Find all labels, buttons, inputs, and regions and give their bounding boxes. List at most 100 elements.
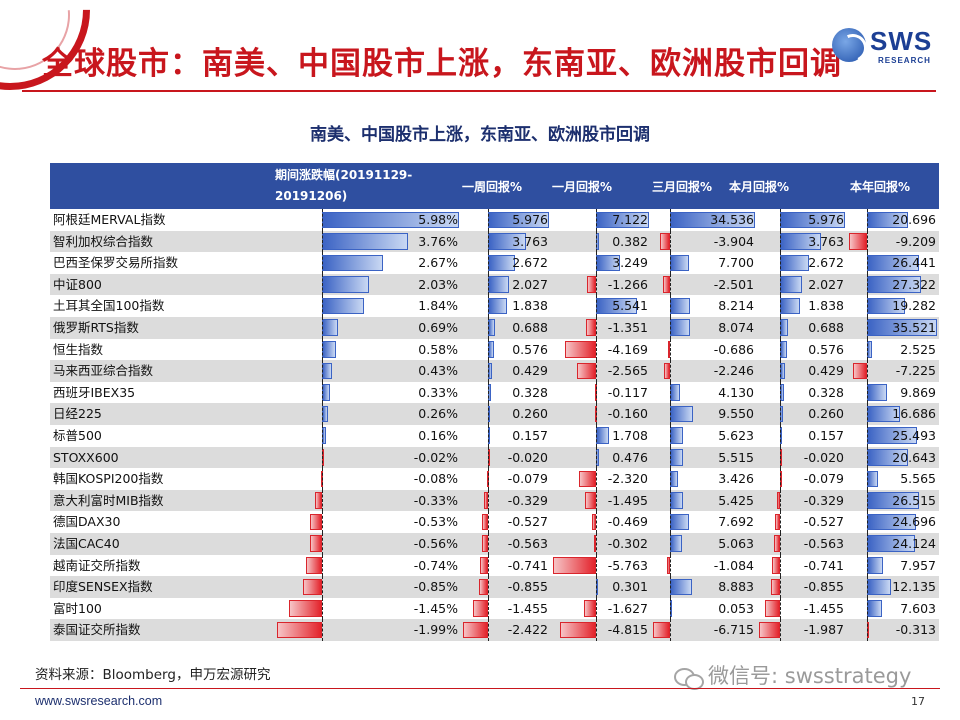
cell-value: 0.688 (808, 319, 844, 335)
zero-axis (669, 619, 671, 641)
zero-axis (780, 532, 782, 555)
positive-bar (867, 470, 879, 488)
positive-bar (780, 297, 801, 315)
cell-ytd: 26.515 (847, 489, 939, 512)
cell-mtd: 3.763 (757, 230, 847, 253)
cell-mtd: -0.329 (757, 489, 847, 512)
cell-period: -0.85% (275, 576, 461, 598)
zero-axis (867, 619, 869, 641)
cell-value: -1.99% (413, 622, 458, 638)
positive-bar (669, 405, 694, 423)
cell-value: -0.33% (413, 492, 458, 508)
cell-value: 2.027 (808, 276, 844, 292)
cell-value: -0.020 (803, 449, 844, 465)
cell-value: 35.521 (892, 319, 936, 335)
zero-axis (669, 209, 671, 231)
wechat-icon (674, 666, 704, 690)
table-row: 土耳其全国100指数 1.84% 1.838 5.541 8.214 1.838 19.28… (50, 295, 939, 317)
cell-value: -0.469 (607, 514, 648, 530)
zero-axis (867, 381, 869, 404)
zero-axis (867, 576, 869, 598)
cell-week: -0.079 (461, 468, 551, 490)
negative-bar (576, 362, 596, 380)
cell-week: 3.763 (461, 230, 551, 253)
zero-axis (322, 424, 324, 447)
positive-bar (669, 384, 680, 401)
cell-value: -5.763 (607, 557, 648, 573)
zero-axis (487, 597, 489, 620)
zero-axis (487, 619, 489, 641)
cell-value: -2.246 (713, 363, 754, 379)
table-row: 德国DAX30 -0.53% -0.527 -0.469 7.692 -0.527 24.6… (50, 511, 939, 533)
cell-value: 5.425 (718, 492, 754, 508)
cell-ytd: 35.521 (847, 316, 939, 339)
cell-period: 0.58% (275, 338, 461, 361)
zero-axis (595, 360, 597, 382)
zero-axis (867, 316, 869, 339)
sws-logo-icon (832, 28, 866, 62)
zero-axis (595, 230, 597, 253)
cell-ytd: 25.493 (847, 424, 939, 447)
zero-axis (669, 446, 671, 469)
cell-value: -0.56% (413, 535, 458, 551)
zero-axis (487, 576, 489, 598)
negative-bar (583, 600, 596, 617)
zero-axis (487, 554, 489, 577)
cell-value: -1.987 (803, 622, 844, 638)
cell-ytd: -9.209 (847, 230, 939, 253)
cell-value: 5.976 (512, 212, 548, 227)
cell-month: -4.169 (551, 338, 651, 361)
cell-value: -0.85% (413, 579, 458, 595)
cell-value: 5.565 (900, 471, 936, 487)
negative-bar (479, 578, 488, 596)
positive-bar (669, 449, 684, 466)
cell-period: -0.02% (275, 446, 461, 469)
cell-value: 3.426 (718, 471, 754, 487)
zero-axis (487, 360, 489, 382)
header-month-return: 一月回报% (552, 179, 613, 194)
cell-value: 16.686 (892, 406, 936, 422)
zero-axis (780, 252, 782, 274)
zero-axis (780, 597, 782, 620)
cell-3month: -2.501 (651, 273, 757, 296)
cell-week: -0.741 (461, 554, 551, 577)
zero-axis (595, 424, 597, 447)
positive-bar (867, 557, 883, 574)
negative-bar (553, 557, 596, 574)
index-name: 马来西亚综合指数 (53, 363, 154, 379)
cell-value: -0.74% (413, 557, 458, 573)
cell-month: 0.301 (551, 576, 651, 598)
cell-value: -0.527 (507, 514, 548, 530)
cell-3month: 8.074 (651, 316, 757, 339)
header-ytd-return: 本年回报% (850, 179, 911, 194)
cell-value: 0.157 (512, 427, 548, 443)
negative-bar (758, 621, 781, 639)
positive-bar (322, 341, 336, 358)
negative-bar (764, 600, 781, 617)
cell-value: -3.904 (713, 233, 754, 249)
footer-url[interactable]: www.swsresearch.com (35, 694, 163, 708)
cell-period: 2.03% (275, 273, 461, 296)
index-name: 阿根廷MERVAL指数 (53, 212, 166, 227)
index-name: 俄罗斯RTS指数 (53, 319, 139, 335)
negative-bar (305, 557, 323, 574)
cell-week: 0.157 (461, 424, 551, 447)
index-name: 中证800 (53, 276, 102, 292)
zero-axis (322, 619, 324, 641)
cell-value: 5.976 (808, 212, 844, 227)
cell-value: 5.98% (418, 212, 458, 227)
cell-value: 2.03% (418, 276, 458, 292)
header-period-change: 期间涨跌幅(20191129-20191206) (275, 168, 413, 203)
cell-3month: 5.425 (651, 489, 757, 512)
zero-axis (780, 403, 782, 425)
cell-value: 5.541 (612, 298, 648, 314)
zero-axis (595, 338, 597, 361)
positive-bar (669, 470, 679, 488)
cell-month: -0.302 (551, 532, 651, 555)
cell-month: -2.565 (551, 360, 651, 382)
header-3month-return: 三月回报% (652, 179, 713, 194)
cell-value: 0.58% (418, 341, 458, 357)
zero-axis (867, 532, 869, 555)
zero-axis (487, 230, 489, 253)
cell-value: 7.700 (718, 255, 754, 271)
